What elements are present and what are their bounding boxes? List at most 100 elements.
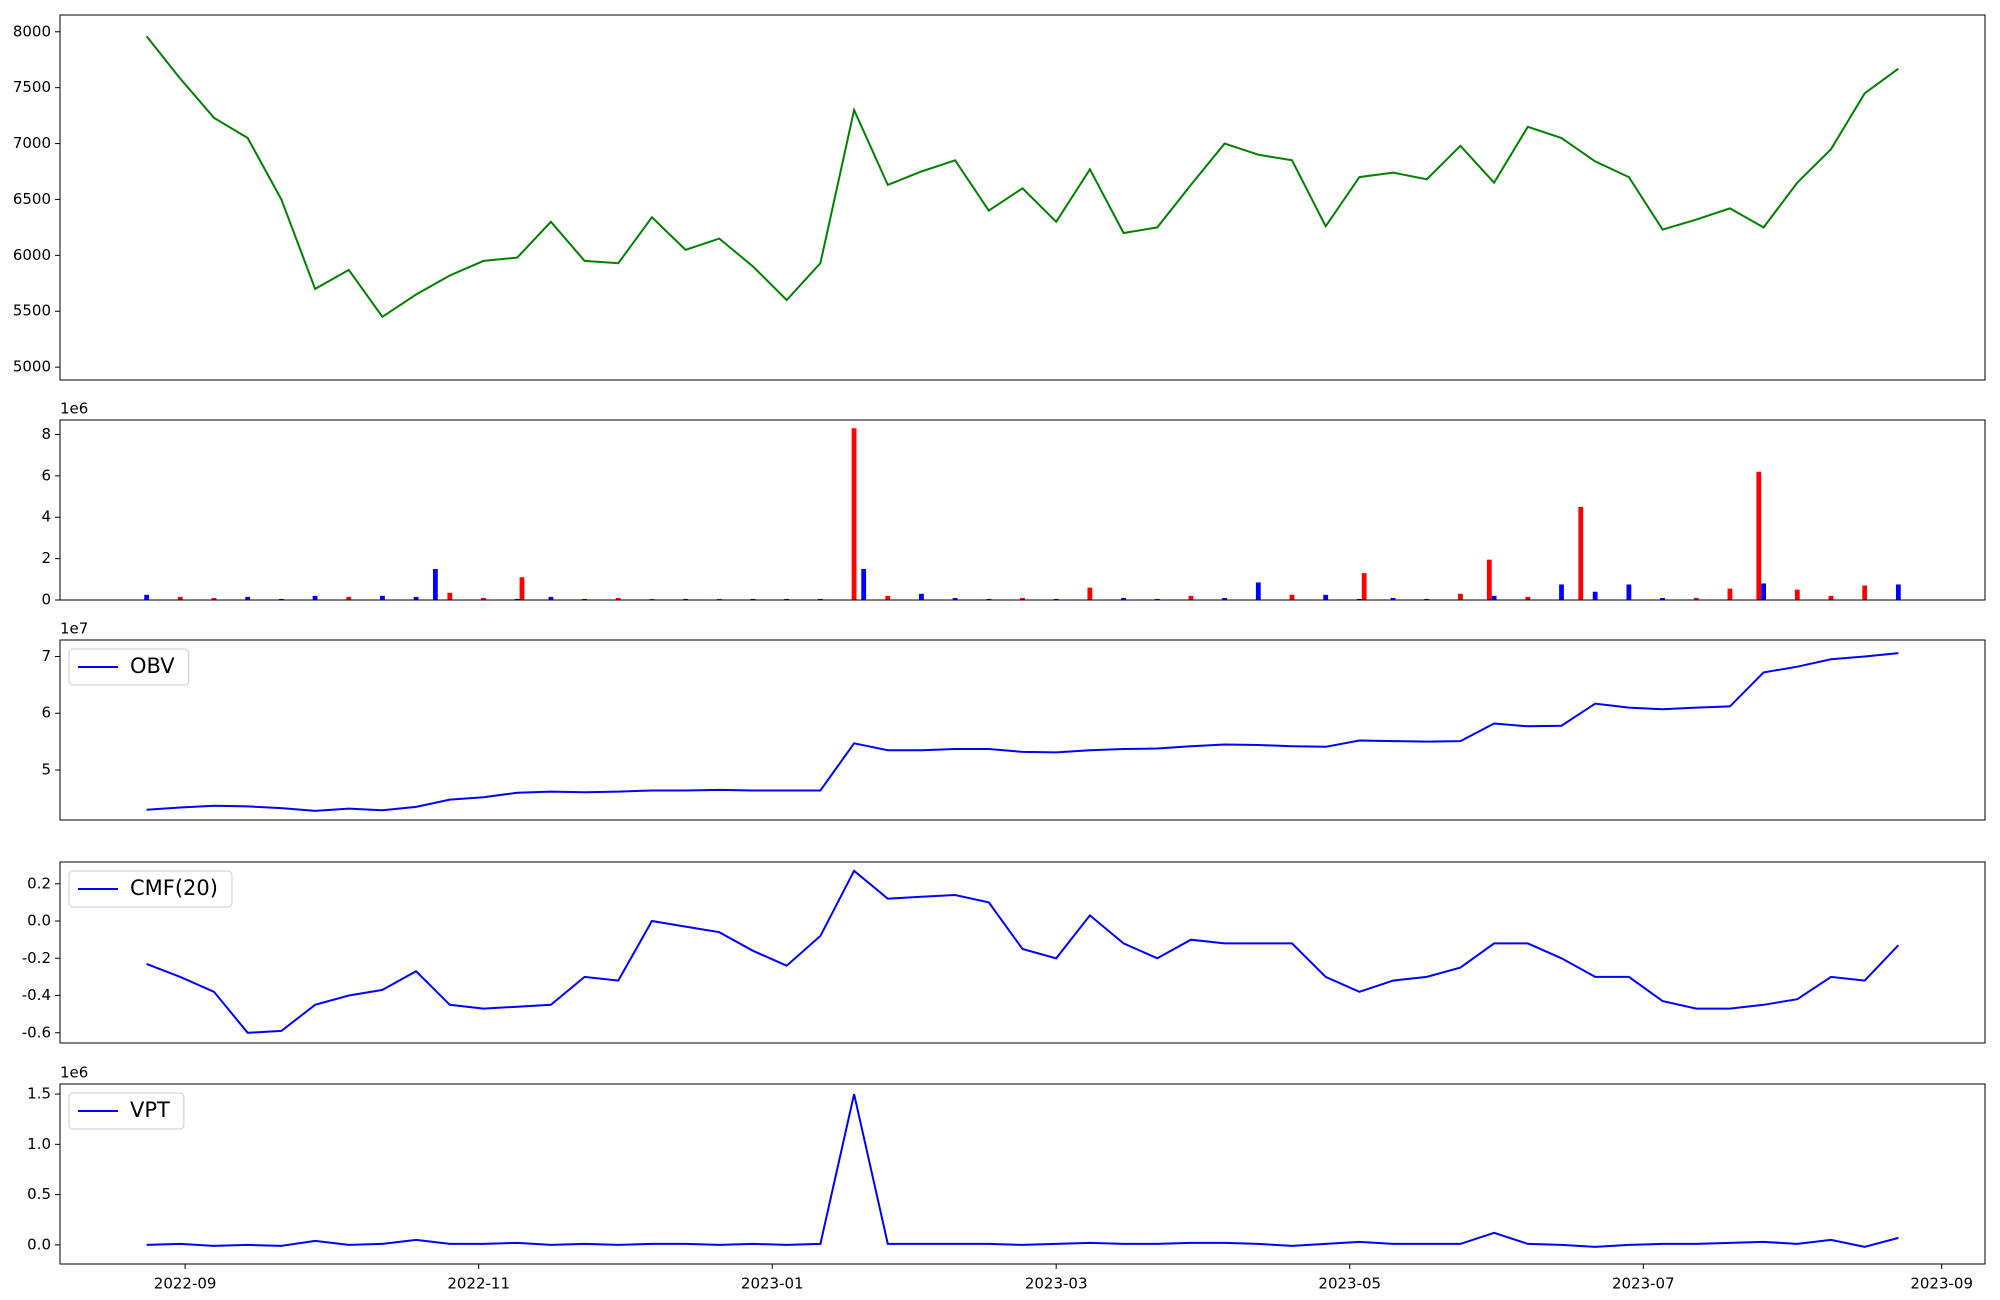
y-tick-label: 5 — [41, 761, 51, 779]
line — [145, 35, 1899, 319]
bar — [615, 597, 621, 600]
y-tick-label: 6500 — [13, 190, 51, 208]
x-tick-label: 2022-09 — [154, 1275, 217, 1293]
legend-box — [68, 870, 233, 908]
bar — [784, 598, 790, 600]
line — [146, 652, 1899, 812]
x-tick-label: 2023-07 — [1612, 1275, 1675, 1293]
y-tick-label: 1.0 — [27, 1135, 51, 1153]
bar — [144, 594, 150, 600]
axes-frame — [59, 14, 1986, 381]
y-tick-label: 6000 — [13, 246, 51, 264]
bar — [380, 595, 385, 600]
legend: CMF(20) — [68, 870, 233, 908]
bar — [1693, 597, 1699, 600]
bar — [1559, 584, 1564, 600]
bar — [346, 596, 352, 600]
bar — [1578, 506, 1584, 600]
line — [146, 1093, 1899, 1248]
y-tick-label: 0.0 — [27, 1235, 51, 1253]
bar — [683, 598, 689, 600]
bar — [432, 568, 438, 600]
bar — [861, 568, 867, 600]
bar — [1121, 597, 1126, 600]
y-tick-label: 6 — [41, 466, 51, 484]
bar — [1794, 589, 1800, 600]
bar — [1255, 582, 1261, 600]
x-tick-label: 2023-09 — [1910, 1275, 1973, 1293]
bar — [851, 428, 857, 600]
bar — [1491, 595, 1497, 600]
bar — [1188, 595, 1194, 600]
bar — [519, 577, 525, 600]
bar — [211, 597, 217, 600]
legend-label: CMF(20) — [130, 876, 218, 900]
bar — [1222, 597, 1228, 600]
y-tick-label: 6 — [41, 704, 51, 722]
bar — [919, 593, 924, 600]
bar — [582, 598, 587, 600]
y-tick-label: 7 — [41, 647, 51, 665]
y-tick-label: 2 — [41, 549, 51, 567]
bar — [1761, 583, 1767, 600]
x-tick-label: 2022-11 — [447, 1275, 510, 1293]
bar — [885, 595, 891, 600]
bar — [1756, 471, 1762, 600]
bar — [514, 598, 520, 600]
y-tick-label: 0 — [41, 591, 51, 609]
bar — [1660, 597, 1665, 600]
bar — [716, 598, 722, 600]
bar — [1828, 595, 1834, 600]
bar — [1486, 559, 1492, 600]
x-tick-label: 2023-03 — [1025, 1275, 1088, 1293]
offset-label: 1e6 — [60, 400, 88, 418]
bar — [1862, 585, 1868, 600]
bar — [1458, 593, 1463, 600]
y-tick-label: 8 — [41, 425, 51, 443]
line — [146, 869, 1900, 1034]
y-tick-label: 0.2 — [27, 874, 51, 892]
y-tick-label: 7000 — [13, 134, 51, 152]
bar — [986, 598, 992, 600]
legend-label: VPT — [130, 1098, 170, 1122]
y-tick-label: 0.5 — [27, 1185, 51, 1203]
bar — [245, 596, 251, 600]
x-tick-label: 2023-01 — [741, 1275, 804, 1293]
bar — [1087, 587, 1093, 600]
axes-frame — [59, 861, 1986, 1044]
bar — [1626, 584, 1632, 600]
y-tick-label: 0.0 — [27, 912, 51, 930]
y-tick-label: 8000 — [13, 22, 51, 40]
bar — [1020, 597, 1025, 600]
bar — [1361, 573, 1367, 600]
x-tick-label: 2023-05 — [1318, 1275, 1381, 1293]
y-tick-label: -0.6 — [22, 1023, 51, 1041]
bar — [177, 596, 183, 600]
bar — [1154, 598, 1160, 600]
axes-frame — [59, 419, 1986, 601]
legend-box — [68, 1092, 185, 1130]
axes-frame — [59, 639, 1986, 821]
y-tick-label: 1.5 — [27, 1085, 51, 1103]
bar — [1525, 596, 1531, 600]
bar — [1424, 598, 1430, 600]
bar — [1323, 594, 1329, 600]
bar — [1289, 594, 1295, 600]
axes-frame — [59, 1083, 1986, 1265]
legend: OBV — [68, 648, 190, 686]
offset-label: 1e7 — [60, 620, 88, 638]
bar — [278, 598, 284, 600]
y-tick-label: 7500 — [13, 78, 51, 96]
bar — [481, 597, 486, 600]
y-tick-label: 5000 — [13, 358, 51, 376]
bar — [312, 595, 318, 600]
offset-label: 1e6 — [60, 1064, 88, 1082]
legend-label: OBV — [130, 654, 175, 678]
y-tick-label: 4 — [41, 508, 51, 526]
bar — [952, 597, 958, 600]
y-tick-label: 5500 — [13, 302, 51, 320]
bar — [817, 598, 823, 600]
bar — [1727, 588, 1733, 600]
y-tick-label: -0.4 — [22, 986, 51, 1004]
